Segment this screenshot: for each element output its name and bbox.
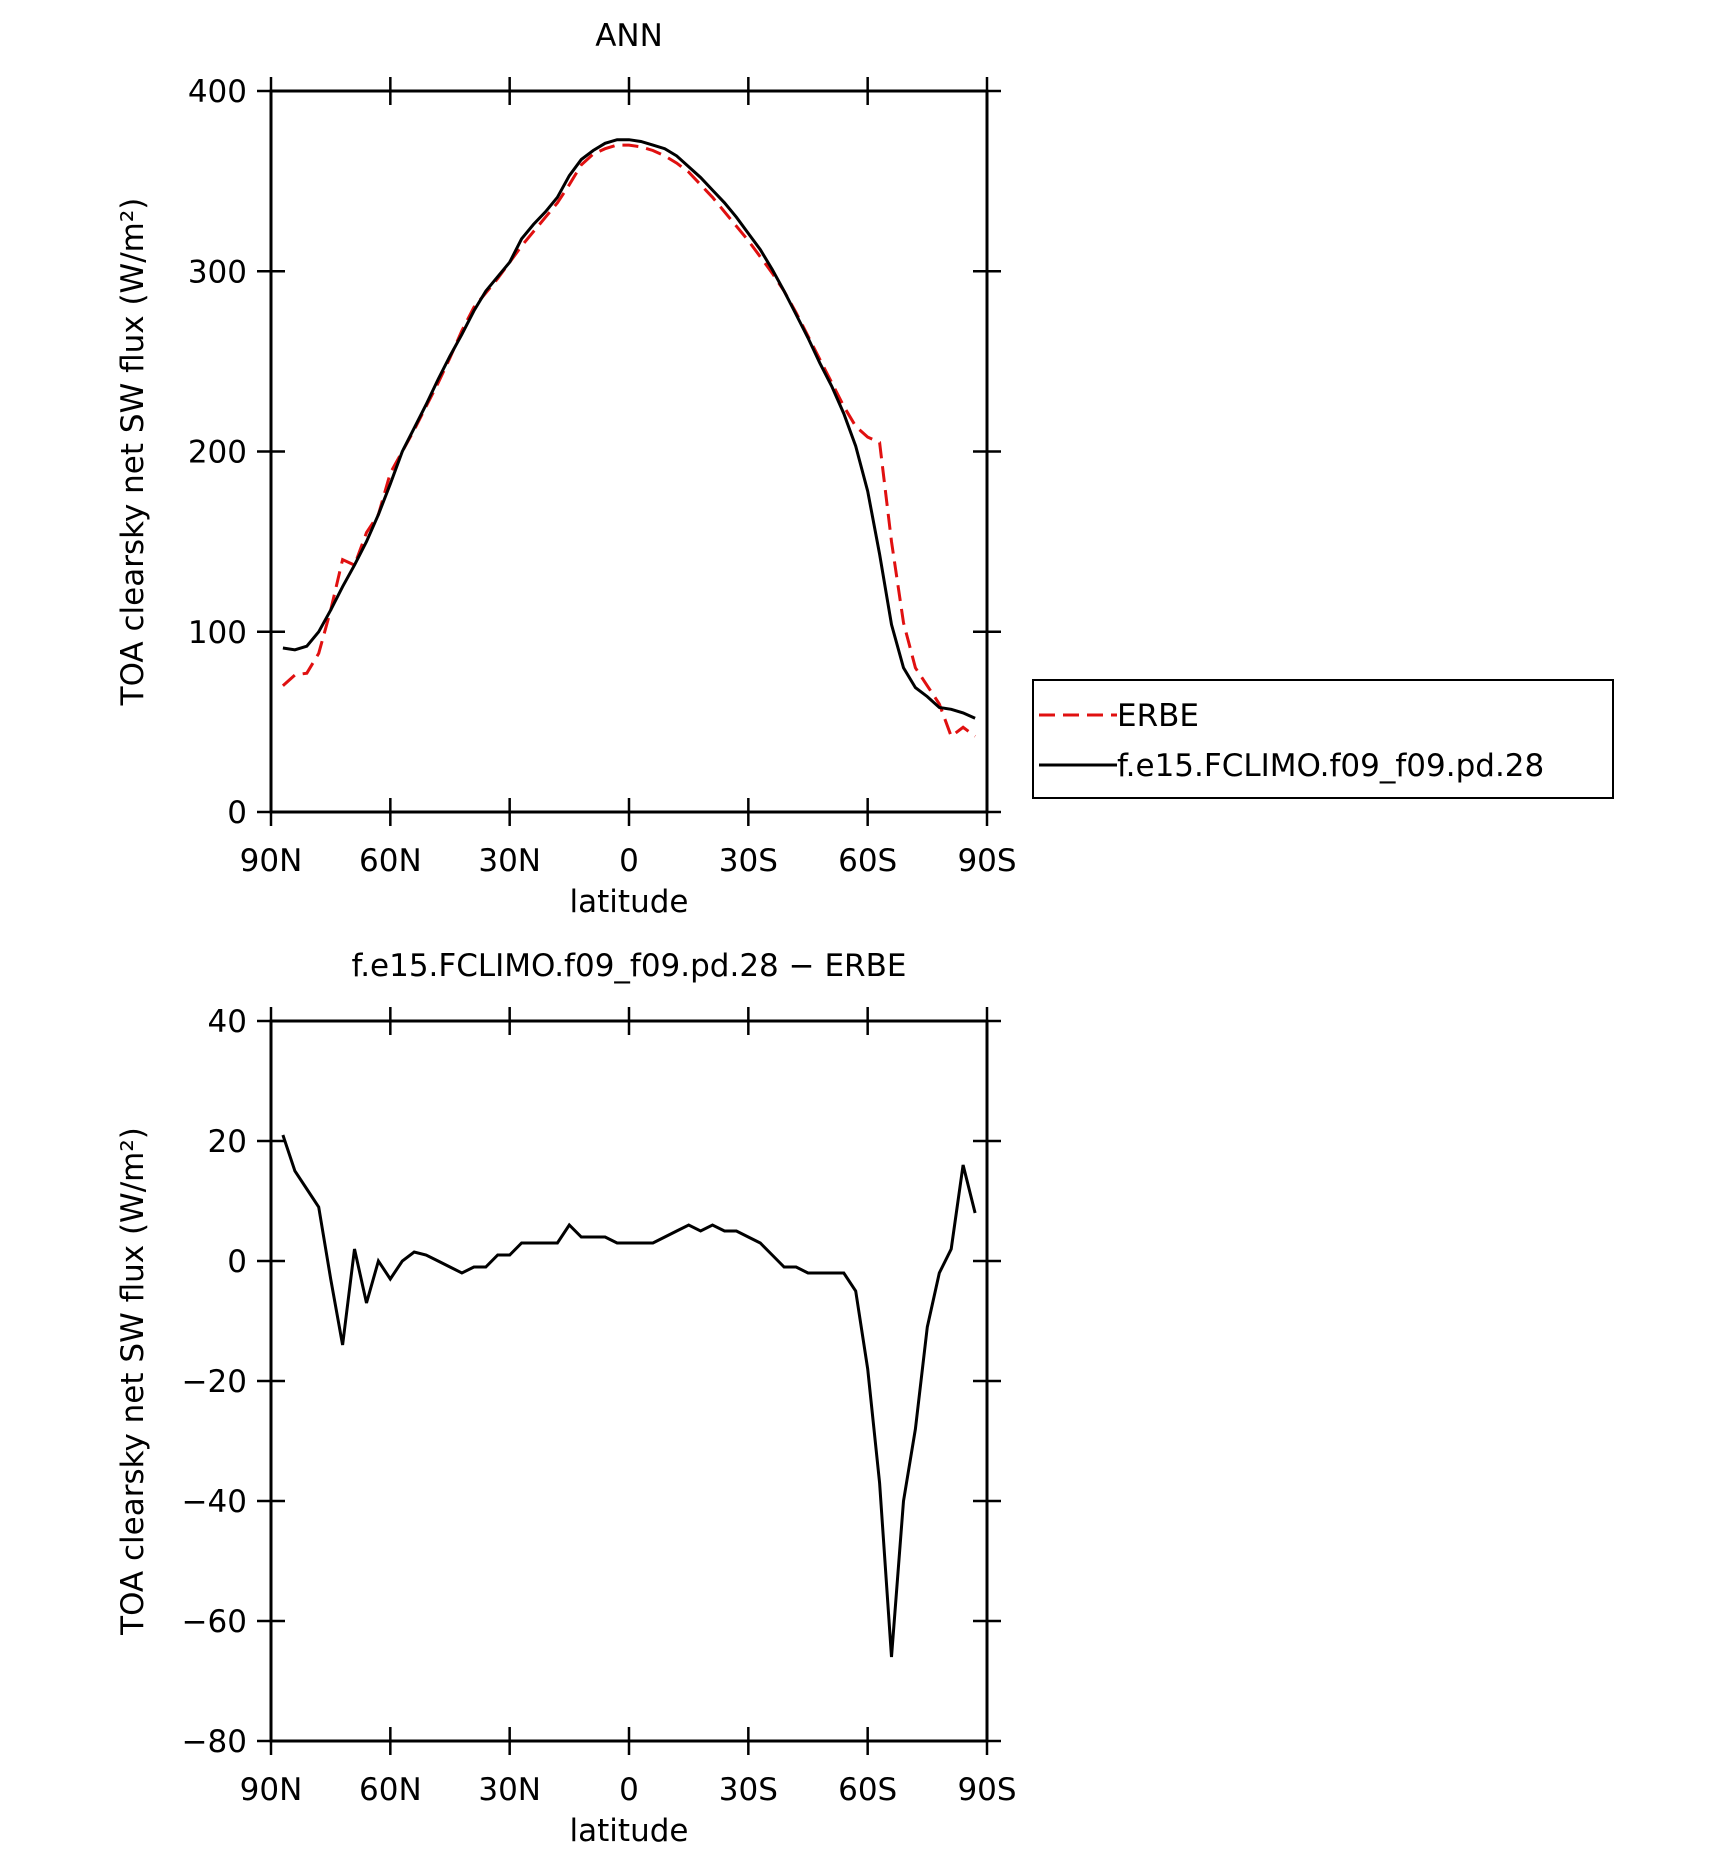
legend-label: f.e15.FCLIMO.f09_f09.pd.28 — [1117, 748, 1544, 784]
y-tick-label: −40 — [182, 1484, 247, 1520]
y-tick-label: 0 — [227, 1244, 247, 1280]
x-tick-label: 90N — [240, 843, 303, 879]
x-tick-label: 60N — [359, 843, 422, 879]
y-tick-label: 400 — [188, 74, 247, 110]
chart-title: f.e15.FCLIMO.f09_f09.pd.28 − ERBE — [352, 948, 907, 984]
y-tick-label: 40 — [208, 1004, 247, 1040]
x-tick-label: 30S — [719, 843, 778, 879]
data-line — [281, 143, 976, 739]
x-tick-label: 0 — [619, 1772, 639, 1808]
x-axis-label: latitude — [570, 1813, 689, 1849]
x-tick-label: 60S — [838, 843, 897, 879]
data-line — [281, 1134, 977, 1658]
plot-frame — [269, 1019, 989, 1743]
x-tick-label: 0 — [619, 843, 639, 879]
x-tick-label: 90S — [957, 1772, 1016, 1808]
y-tick-label: 0 — [227, 795, 247, 831]
y-tick-label: 20 — [208, 1124, 247, 1160]
plot-frame — [269, 89, 989, 814]
x-tick-label: 90N — [240, 1772, 303, 1808]
chart-title: ANN — [595, 18, 663, 54]
y-tick-label: 300 — [188, 254, 247, 290]
data-line — [282, 138, 976, 720]
y-tick-label: 200 — [188, 435, 247, 471]
x-tick-label: 60N — [359, 1772, 422, 1808]
x-axis-label: latitude — [570, 884, 689, 920]
x-tick-label: 90S — [957, 843, 1016, 879]
y-tick-label: −80 — [182, 1724, 247, 1760]
x-tick-label: 30S — [719, 1772, 778, 1808]
y-axis-label: TOA clearsky net SW flux (W/m²) — [115, 198, 151, 707]
y-axis-label: TOA clearsky net SW flux (W/m²) — [115, 1127, 151, 1636]
x-tick-label: 60S — [838, 1772, 897, 1808]
y-tick-label: −60 — [182, 1604, 247, 1640]
y-tick-label: −20 — [182, 1364, 247, 1400]
legend-label: ERBE — [1117, 698, 1199, 734]
x-tick-label: 30N — [478, 843, 541, 879]
y-tick-label: 100 — [188, 615, 247, 651]
legend-box — [1032, 679, 1614, 799]
x-tick-label: 30N — [478, 1772, 541, 1808]
